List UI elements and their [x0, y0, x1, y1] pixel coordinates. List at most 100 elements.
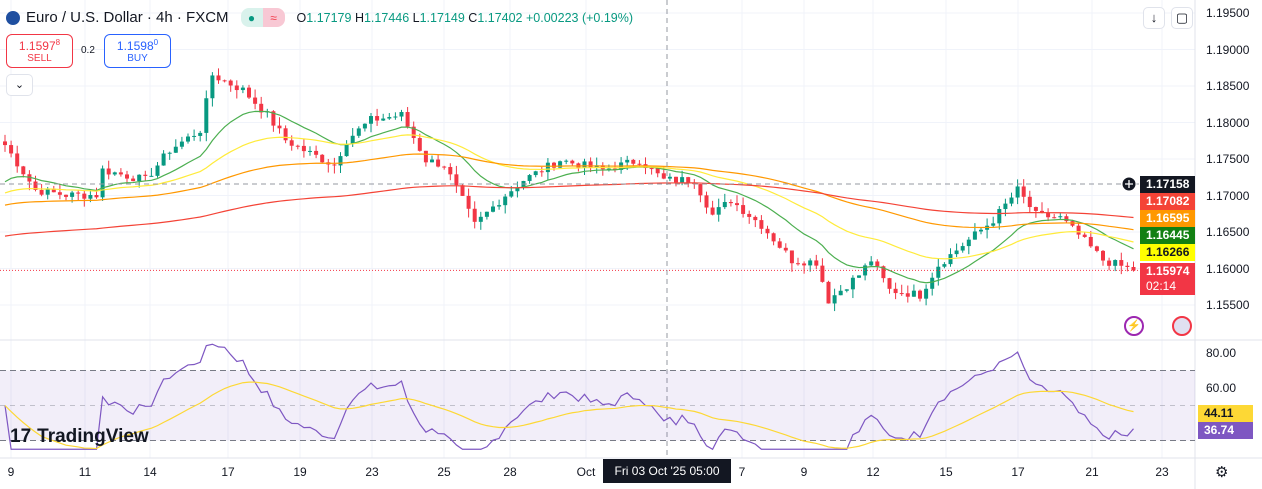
candle-down — [228, 80, 233, 86]
lightning-icon[interactable]: ⚡ — [1124, 316, 1144, 336]
candle-up — [308, 150, 312, 152]
candle-up — [167, 152, 172, 154]
candle-down — [106, 168, 111, 175]
candle-up — [430, 159, 434, 163]
candle-down — [1119, 260, 1124, 266]
time-axis-label: 11 — [78, 465, 92, 479]
candle-up — [1003, 203, 1008, 210]
candle-up — [1113, 260, 1118, 266]
price-axis-label: 1.17000 — [1206, 188, 1250, 203]
candle-down — [588, 161, 593, 168]
candle-down — [552, 162, 556, 168]
candle-up — [979, 229, 983, 232]
fullscreen-button[interactable]: ▢ — [1171, 7, 1193, 29]
time-axis-label: 9 — [800, 465, 808, 479]
status-pill[interactable]: ● ≈ — [240, 8, 285, 27]
candle-up — [1058, 216, 1063, 218]
candle-down — [1094, 246, 1099, 251]
price-axis-label: 1.19000 — [1206, 42, 1250, 57]
candle-up — [991, 223, 996, 226]
settings-gear-icon[interactable]: ⚙ — [1215, 464, 1229, 481]
price-axis-label: 1.18500 — [1206, 79, 1250, 93]
sell-button[interactable]: 1.15978 SELL — [6, 34, 73, 68]
time-axis-label: 9 — [7, 465, 15, 479]
candle-down — [887, 278, 892, 289]
rsi-ma-tag: 44.11 — [1198, 405, 1253, 422]
candle-up — [924, 288, 929, 299]
candle-down — [33, 181, 38, 190]
candle-up — [564, 160, 569, 162]
candle-up — [911, 290, 916, 297]
candle-up — [954, 250, 959, 255]
rsi-band — [0, 370, 1195, 441]
time-axis-label: Oct — [576, 465, 596, 479]
candle-down — [728, 202, 733, 204]
indicator-icon: ≈ — [262, 8, 285, 27]
candle-down — [1107, 260, 1112, 266]
rsi-tag: 36.74 — [1198, 422, 1253, 439]
tv-logo-icon: 17 — [10, 426, 32, 447]
candle-down — [51, 188, 56, 193]
candle-down — [143, 174, 148, 176]
candle-down — [655, 168, 660, 174]
spread-value: 0.2 — [81, 45, 95, 56]
candle-up — [356, 128, 361, 136]
candle-down — [253, 97, 258, 104]
scroll-down-button[interactable]: ↓ — [1143, 7, 1165, 29]
price-axis-label: 1.18000 — [1206, 115, 1250, 130]
candle-down — [466, 195, 471, 209]
candle-up — [155, 165, 160, 176]
collapse-chevron-icon[interactable]: ⌄ — [6, 74, 33, 96]
candle-up — [808, 260, 813, 266]
candle-up — [1009, 197, 1014, 204]
ohlc-values: O1.17179 H1.17446 L1.17149 C1.17402 +0.0… — [296, 10, 634, 25]
price-axis-label: 1.15500 — [1206, 298, 1250, 312]
rsi-line — [4, 343, 1134, 451]
candle-down — [94, 195, 99, 198]
us-flag-icon[interactable] — [1172, 316, 1192, 336]
candle-down — [82, 193, 87, 199]
candle-down — [3, 141, 7, 146]
candle-down — [759, 220, 764, 229]
candle-down — [436, 159, 441, 167]
candle-down — [454, 174, 459, 186]
time-axis-label: 23 — [365, 465, 379, 479]
candle-down — [125, 174, 129, 179]
symbol-legend: Euro / U.S. Dollar · 4h · FXCM ● ≈ O1.17… — [6, 8, 633, 27]
candle-down — [405, 112, 410, 127]
candle-up — [149, 175, 154, 177]
candle-down — [710, 207, 715, 215]
candle-down — [39, 189, 44, 195]
red-ma-line — [4, 182, 1134, 237]
candle-up — [838, 290, 843, 296]
candle-up — [161, 153, 166, 166]
candle-up — [667, 176, 672, 179]
candle-up — [198, 132, 203, 136]
buy-button[interactable]: 1.15980 BUY — [104, 34, 171, 68]
candle-down — [686, 177, 691, 183]
crosshair-price-tag: 1.17158 — [1140, 176, 1195, 193]
price-axis-label: 1.19500 — [1206, 6, 1250, 20]
candle-down — [661, 173, 666, 179]
candle-down — [283, 128, 288, 141]
candle-up — [381, 118, 386, 121]
candle-up — [716, 207, 721, 215]
orange-ma-tag: 1.16595 — [1140, 210, 1195, 227]
time-axis-label: 12 — [866, 465, 880, 479]
candle-down — [289, 140, 294, 146]
symbol-title[interactable]: Euro / U.S. Dollar · 4h · FXCM — [26, 9, 229, 26]
eurusd-flag-icon — [6, 10, 20, 25]
candle-up — [369, 116, 373, 124]
candle-down — [698, 184, 703, 196]
candle-up — [582, 161, 587, 168]
time-axis-label: 17 — [1011, 465, 1025, 479]
rsi-axis-60: 60.00 — [1206, 381, 1237, 395]
candle-up — [362, 123, 367, 129]
last-price-tag: 1.15974 02:14 — [1140, 263, 1195, 295]
candle-down — [771, 233, 776, 242]
candle-down — [1027, 196, 1032, 208]
time-axis-label: 17 — [221, 465, 235, 479]
candle-down — [259, 103, 264, 113]
candle-down — [320, 154, 325, 163]
